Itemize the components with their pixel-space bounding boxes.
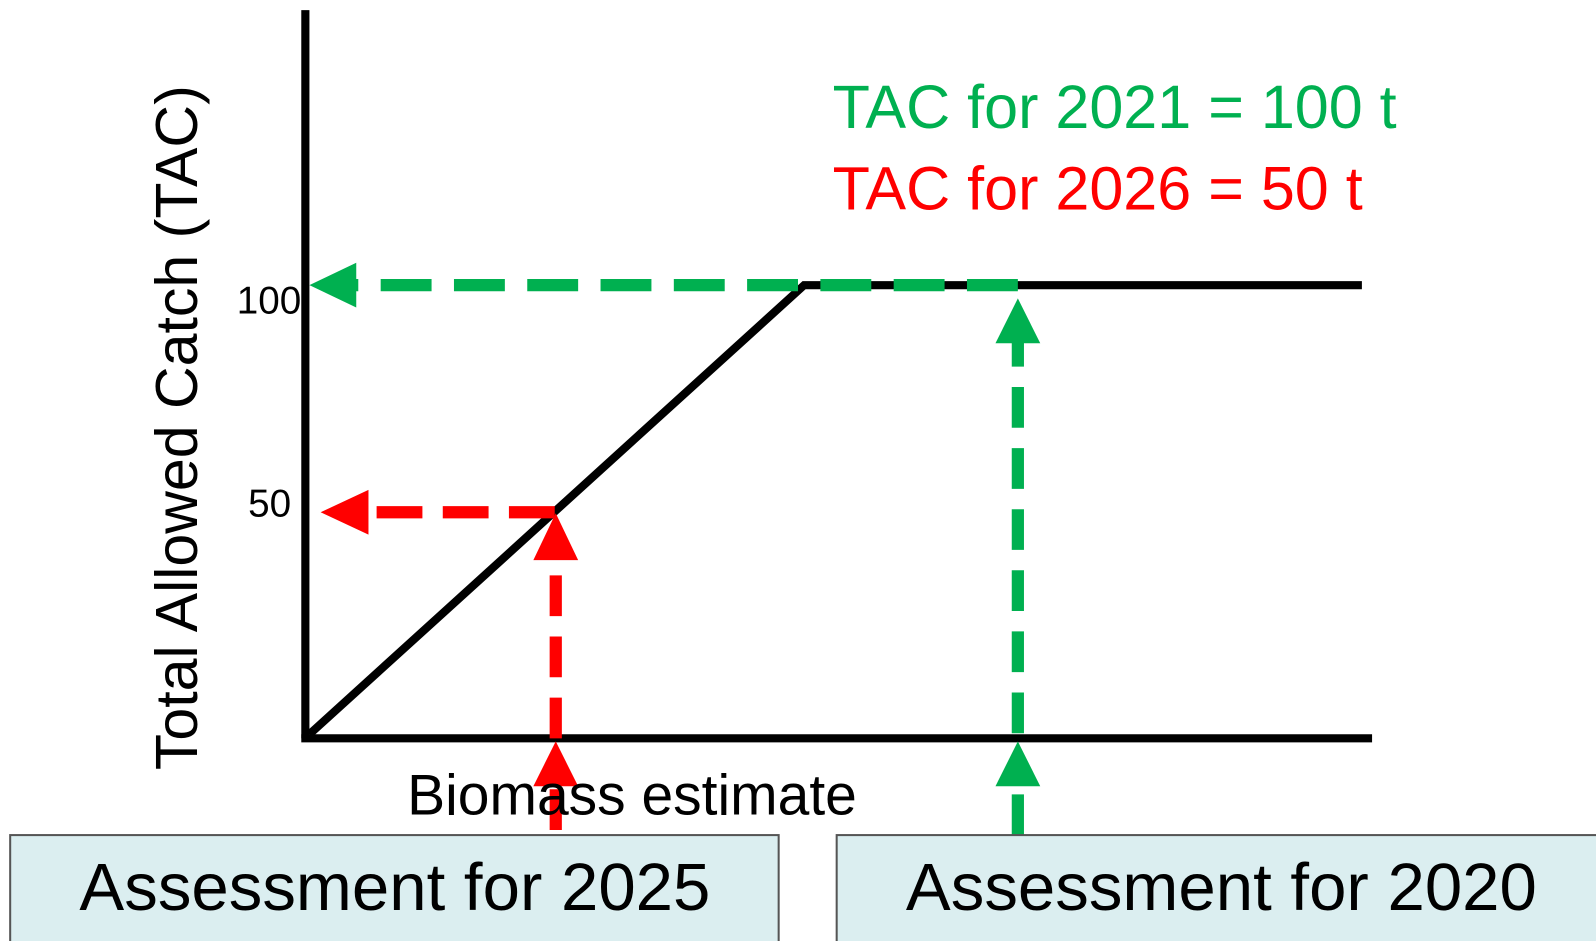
- green-arrowhead: [995, 741, 1041, 787]
- box: [9, 834, 780, 941]
- box: [835, 834, 1596, 941]
- tick-label: 50: [248, 482, 291, 525]
- annotation: TAC for 2026 = 50 t: [833, 155, 1363, 223]
- green-arrowhead: [995, 298, 1041, 344]
- tick-label: 100: [237, 280, 302, 323]
- control-rule: [306, 281, 1362, 738]
- box-label: Assessment for 2025: [79, 850, 710, 925]
- red-arrowhead: [533, 741, 579, 787]
- box-label: Assessment for 2020: [906, 850, 1537, 925]
- y-axis-label: Total Allowed Catch (TAC): [144, 85, 210, 770]
- green-arrowhead: [309, 262, 357, 308]
- annotation: TAC for 2021 = 100 t: [833, 73, 1397, 141]
- x-axis-label: Biomass estimate: [407, 763, 857, 827]
- red-arrowhead: [320, 489, 369, 535]
- red-arrowhead: [533, 513, 579, 561]
